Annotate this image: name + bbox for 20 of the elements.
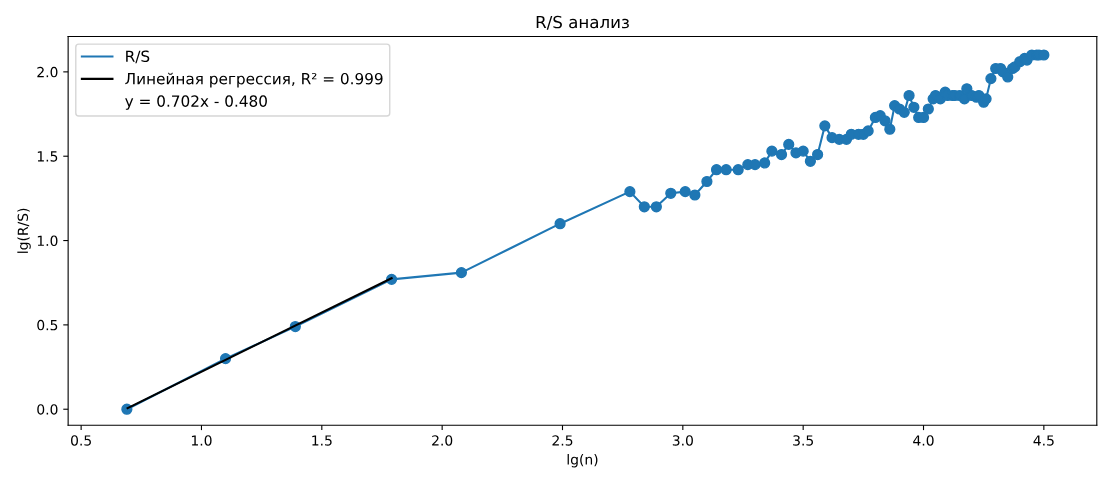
annotation: y = 0.702x - 0.480 (125, 95, 267, 110)
x-tick-label: 2.5 (552, 435, 573, 446)
y-tick-label: 0.0 (37, 404, 58, 415)
legend-label: R/S (126, 50, 150, 64)
x-tick-label: 1.5 (312, 435, 332, 446)
x-axis-title: lg(n) (567, 453, 598, 468)
x-tick-label: 4.5 (1033, 435, 1054, 446)
x-tick-label: 0.5 (71, 435, 91, 446)
x-tick-label: 2.0 (432, 435, 453, 446)
chart-title: R/S анализ (536, 15, 629, 30)
y-tick-label: 0.5 (37, 319, 58, 331)
legend-label: Линейная регрессия, R² = 0.999 (125, 72, 383, 88)
x-tick-label: 3.5 (793, 435, 813, 446)
x-tick-label: 4.0 (913, 435, 934, 446)
y-axis-title: lg(R/S) (17, 208, 31, 253)
y-tick-label: 1.5 (37, 151, 58, 162)
y-tick-label: 2.0 (37, 66, 58, 78)
y-tick-label: 1.0 (37, 235, 58, 247)
x-tick-label: 3.0 (672, 435, 693, 446)
x-tick-label: 1.0 (191, 435, 212, 446)
